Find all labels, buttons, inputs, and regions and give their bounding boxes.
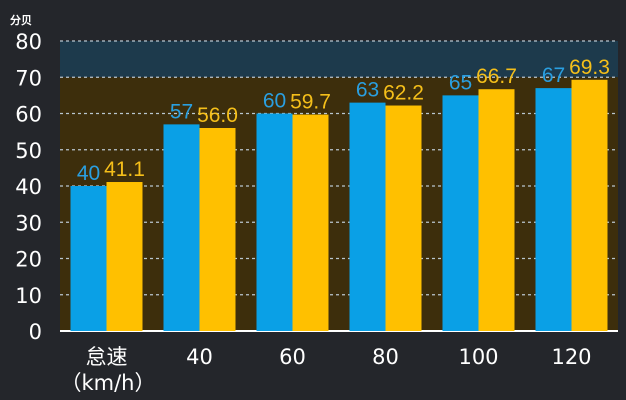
- x-tick-label-5: 120: [551, 345, 591, 369]
- y-tick-label-30: 30: [15, 211, 42, 235]
- y-tick-label-70: 70: [15, 66, 42, 90]
- x-tick-label-3: 80: [372, 345, 399, 369]
- bars: [70, 79, 608, 332]
- y-axis-unit-label: 分贝: [10, 13, 32, 27]
- value-label-series2-0: 41.1: [104, 158, 145, 181]
- x-tick-label-1: 40: [186, 345, 213, 369]
- bar-series2-1: [199, 128, 236, 331]
- plot-background: [60, 41, 618, 331]
- value-label-series2-4: 66.7: [476, 65, 517, 88]
- value-label-series1-1: 57: [170, 100, 193, 123]
- y-tick-label-40: 40: [15, 175, 42, 199]
- value-label-series1-4: 65: [449, 71, 472, 94]
- gridlines: [60, 40, 618, 332]
- y-tick-label-50: 50: [15, 139, 42, 163]
- value-label-series1-2: 60: [263, 90, 286, 113]
- plot-band-upper: [60, 41, 618, 78]
- x-axis-unit-label: （km/h）: [60, 371, 155, 395]
- bar-series2-0: [106, 182, 143, 331]
- y-tick-label-10: 10: [15, 284, 42, 308]
- bar-series2-2: [292, 114, 329, 332]
- value-label-series2-2: 59.7: [290, 91, 331, 114]
- bar-series1-3: [349, 102, 386, 331]
- bar-series2-3: [385, 105, 422, 332]
- y-axis-ticks: 0 10 20 30 40 50 60 70 80: [15, 30, 42, 344]
- y-tick-label-60: 60: [15, 103, 42, 127]
- x-tick-label-2: 60: [279, 345, 306, 369]
- value-labels: 40 41.1 57 56.0 60 59.7 63 62.2 65 66.7 67 69.3: [77, 56, 610, 185]
- bar-series2-5: [571, 79, 608, 331]
- value-label-series2-3: 62.2: [383, 82, 424, 105]
- y-tick-label-0: 0: [29, 320, 42, 344]
- bar-series2-4: [478, 89, 515, 332]
- value-label-series1-5: 67: [542, 64, 565, 87]
- bar-series1-2: [256, 113, 293, 331]
- x-tick-label-0: 怠速: [86, 345, 128, 369]
- value-label-series2-5: 69.3: [569, 56, 610, 79]
- value-label-series1-0: 40: [77, 162, 100, 185]
- y-tick-label-20: 20: [15, 248, 42, 272]
- x-axis-ticks: 怠速 40 60 80 100 120: [86, 345, 592, 369]
- value-label-series1-3: 63: [356, 79, 379, 102]
- plot-band-lower: [60, 77, 618, 331]
- bar-series1-1: [163, 124, 200, 331]
- bar-series1-5: [535, 88, 572, 331]
- bar-series1-4: [442, 95, 479, 331]
- bar-series1-0: [70, 186, 107, 331]
- value-label-series2-1: 56.0: [197, 104, 238, 127]
- x-tick-label-4: 100: [458, 345, 498, 369]
- y-tick-label-80: 80: [15, 30, 42, 54]
